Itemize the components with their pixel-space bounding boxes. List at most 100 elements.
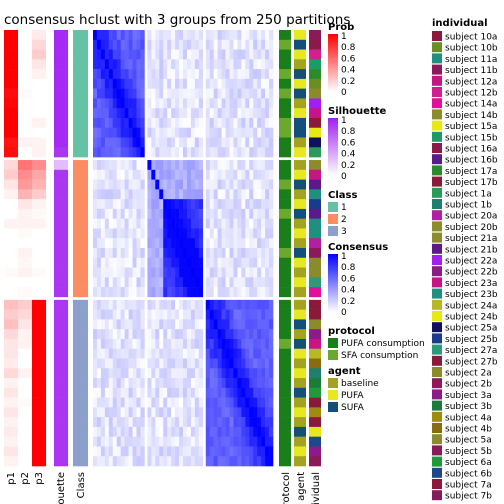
class-cell [73, 238, 88, 249]
consensus-cell [190, 169, 196, 180]
consensus-cell [249, 417, 254, 428]
class-cell [73, 88, 88, 99]
consensus-cell [183, 309, 188, 320]
consensus-cell [179, 208, 184, 219]
prob-cell [18, 127, 32, 138]
consensus-cell [233, 319, 238, 330]
consensus-cell [151, 39, 156, 50]
consensus-cell [221, 69, 226, 80]
consensus-cell [209, 238, 214, 249]
consensus-cell [245, 228, 250, 239]
individual-legend-label: subject 24a [445, 301, 497, 311]
prob-cell [32, 169, 46, 180]
consensus-cell [147, 169, 152, 180]
consensus-cell [93, 407, 98, 418]
consensus-cell [93, 436, 98, 447]
consensus-cell [96, 257, 102, 268]
consensus-cell [120, 257, 125, 268]
consensus-cell [112, 30, 118, 41]
consensus-cell [253, 78, 258, 89]
consensus-cell [136, 117, 141, 129]
consensus-cell [183, 218, 188, 229]
agent-cell [294, 238, 306, 249]
consensus-cell [151, 208, 156, 219]
consensus-cell [120, 436, 125, 447]
individual-legend-swatch [432, 120, 442, 131]
consensus-cell [108, 378, 114, 389]
consensus-cell [112, 417, 118, 428]
consensus-cell [128, 69, 133, 80]
consensus-cell [147, 117, 152, 129]
agent-cell [294, 69, 306, 80]
individual-cell [309, 228, 321, 239]
protocol-cell [279, 378, 291, 389]
consensus-cell [175, 59, 180, 70]
consensus-cell [140, 218, 145, 229]
consensus-cell [151, 160, 156, 171]
consensus-cell [241, 108, 246, 119]
consensus-cell [132, 267, 137, 278]
consensus-cell [159, 179, 164, 190]
individual-legend-swatch [432, 143, 442, 153]
consensus-cell [265, 218, 270, 229]
consensus-cell [261, 137, 266, 148]
consensus-cell [190, 287, 196, 298]
consensus-cell [198, 358, 204, 369]
consensus-cell [245, 267, 250, 278]
consensus-cell [261, 98, 266, 109]
consensus-cell [209, 267, 214, 278]
consensus-cell [225, 417, 230, 428]
protocol-cell [279, 397, 291, 408]
consensus-cell [233, 108, 238, 119]
consensus-cell [245, 98, 250, 109]
consensus-cell [96, 358, 102, 369]
consensus-cell [194, 189, 200, 200]
consensus-cell [179, 417, 184, 428]
consensus-cell [237, 49, 242, 60]
consensus-cell [265, 426, 270, 437]
consensus-cell [93, 248, 98, 259]
consensus-cell [229, 39, 234, 50]
consensus-cell [140, 368, 145, 379]
consensus-cell [253, 30, 258, 41]
prob-cell [32, 147, 46, 158]
consensus-cell [237, 39, 242, 50]
consensus-cell [253, 338, 258, 350]
consensus-cell [261, 108, 266, 119]
consensus-cell [140, 169, 145, 180]
consensus-cell [120, 78, 125, 89]
individual-legend-label: subject 7b [445, 492, 492, 502]
consensus-cell [155, 378, 160, 389]
consensus-cell [136, 319, 141, 330]
agent-cell [294, 309, 306, 320]
consensus-cell [124, 456, 129, 467]
consensus-cell [100, 199, 106, 210]
consensus-cell [140, 426, 145, 437]
consensus-cell [175, 228, 180, 239]
agent-cell [294, 407, 306, 418]
consensus-cell [265, 309, 270, 320]
consensus-cell [132, 238, 137, 249]
consensus-cell [151, 108, 156, 119]
consensus-cell [225, 238, 230, 249]
consensus-cell [241, 319, 246, 330]
consensus-cell [229, 368, 234, 379]
consensus-cell [136, 88, 141, 99]
consensus-cell [233, 329, 238, 340]
consensus-cell [198, 49, 204, 60]
consensus-cell [128, 169, 133, 180]
prob-cell [18, 378, 32, 389]
consensus-cell [183, 387, 188, 398]
consensus-cell [245, 179, 250, 190]
consensus-cell [265, 88, 270, 99]
consensus-cell [225, 309, 230, 320]
consensus-cell [198, 169, 204, 180]
consensus-cell [136, 169, 141, 180]
consensus-cell [147, 160, 152, 171]
consensus-cell [96, 436, 102, 447]
consensus-cell [96, 456, 102, 467]
consensus-cell [132, 137, 137, 148]
consensus-cell [151, 309, 156, 320]
consensus-cell [257, 319, 262, 330]
